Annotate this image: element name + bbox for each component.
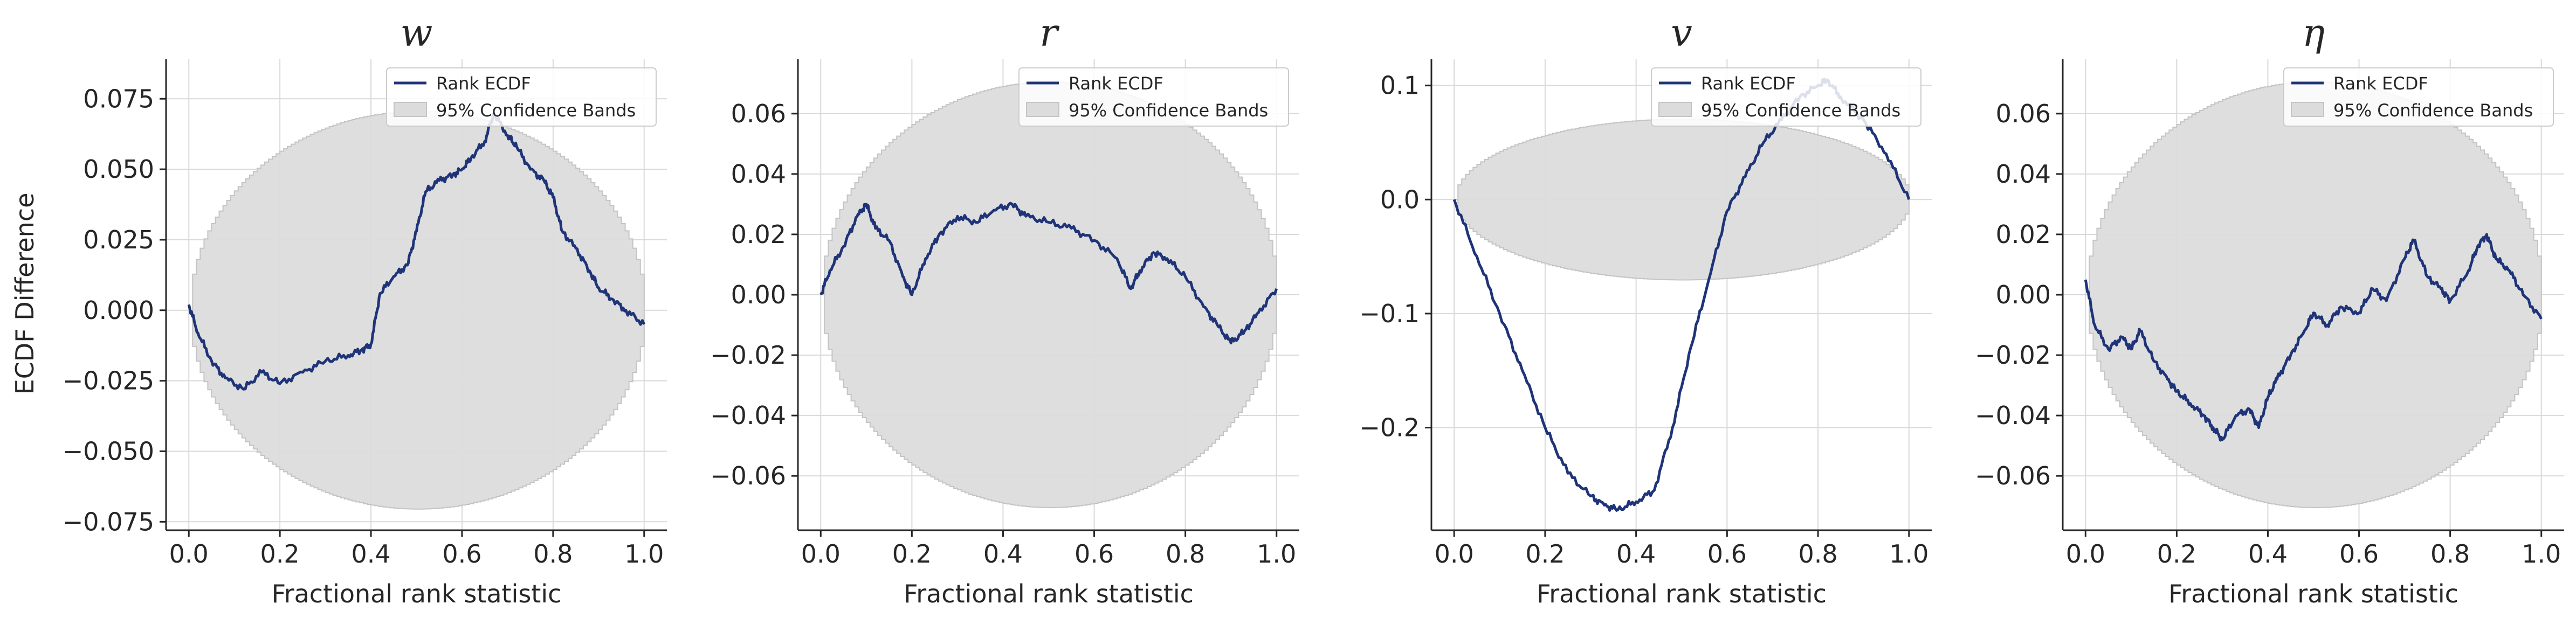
y-tick-label: −0.1 (1359, 299, 1420, 328)
legend-box (2283, 67, 2554, 127)
y-tick-label: 0.06 (731, 99, 786, 128)
x-tick-label: 0.4 (983, 539, 1023, 568)
legend-label-rank-ecdf: Rank ECDF (436, 73, 531, 94)
x-tick-label: 0.6 (2339, 539, 2379, 568)
y-tick-label: −0.050 (63, 436, 154, 466)
legend-label-confidence-bands: 95% Confidence Bands (436, 100, 636, 121)
x-tick-label: 1.0 (624, 539, 664, 568)
legend: Rank ECDF 95% Confidence Bands (2283, 67, 2554, 127)
y-tick-label: −0.04 (710, 401, 786, 430)
y-tick-label: 0.0 (1380, 185, 1420, 214)
y-tick-label: 0.00 (731, 280, 786, 309)
series-line-rank-ecdf (187, 111, 646, 391)
x-tick-label: 0.2 (260, 539, 300, 568)
chart-panel-2: 0.0 0.2 0.4 0.6 0.8 1.0 −0.06 −0.04 −0.02 0.00 0.0… (710, 11, 1299, 608)
y-tick-label: 0.050 (83, 155, 154, 184)
y-tick-label: 0.02 (1996, 220, 2051, 249)
x-tick-label: 0.2 (1525, 539, 1565, 568)
y-tick-label: −0.075 (63, 507, 154, 536)
x-axis-label: Fractional rank statistic (904, 579, 1194, 608)
chart-panel-1: 0.0 0.2 0.4 0.6 0.8 1.0 −0.075 −0.050 −0.025 0.00… (63, 11, 667, 608)
legend-box (1018, 67, 1289, 127)
x-tick-label: 0.0 (1435, 539, 1474, 568)
legend-box (1651, 67, 1921, 127)
y-tick-label: 0.000 (83, 296, 154, 325)
panel-title: w (401, 11, 433, 55)
y-tick-label: 0.02 (731, 220, 786, 249)
chart-panel-3: 0.0 0.2 0.4 0.6 0.8 1.0 −0.2 −0.1 0.0 0.1 v Fractio… (1359, 11, 1932, 608)
legend-box (386, 67, 657, 127)
legend-label-confidence-bands: 95% Confidence Bands (2333, 100, 2533, 121)
x-tick-label: 0.0 (2066, 539, 2105, 568)
series-line-rank-ecdf (819, 202, 1278, 345)
chart-panel-4: 0.0 0.2 0.4 0.6 0.8 1.0 −0.06 −0.04 −0.02 0.00 0.0… (1975, 11, 2564, 608)
legend-label-rank-ecdf: Rank ECDF (1701, 73, 1796, 94)
x-tick-label: 1.0 (1257, 539, 1296, 568)
y-tick-label: −0.04 (1975, 401, 2051, 430)
y-tick-label: 0.1 (1380, 71, 1420, 100)
series-line-rank-ecdf (2084, 233, 2543, 442)
legend-label-rank-ecdf: Rank ECDF (1069, 73, 1163, 94)
panel-title: η (2302, 11, 2325, 55)
x-tick-label: 0.2 (892, 539, 932, 568)
x-tick-label: 0.4 (1616, 539, 1656, 568)
confidence-band (1454, 119, 1910, 281)
legend: Rank ECDF 95% Confidence Bands (386, 67, 657, 127)
x-tick-label: 0.6 (1075, 539, 1114, 568)
y-tick-label: 0.04 (1996, 160, 2051, 189)
y-tick-label: 0.025 (83, 225, 154, 254)
legend: Rank ECDF 95% Confidence Bands (1018, 67, 1289, 127)
legend: Rank ECDF 95% Confidence Bands (1651, 67, 1921, 127)
x-axis-label: Fractional rank statistic (2168, 579, 2458, 608)
legend-label-confidence-bands: 95% Confidence Bands (1069, 100, 1268, 121)
x-axis-label: Fractional rank statistic (272, 579, 562, 608)
y-tick-label: 0.00 (1996, 280, 2051, 309)
confidence-band (2085, 81, 2542, 508)
shared-y-axis-label: ECDF Difference (10, 193, 39, 395)
legend-band-swatch (1658, 102, 1692, 117)
confidence-band (189, 110, 645, 510)
y-tick-label: −0.2 (1359, 413, 1420, 442)
x-axis-label: Fractional rank statistic (1537, 579, 1827, 608)
y-tick-label: 0.075 (83, 84, 154, 113)
y-tick-label: −0.06 (1975, 461, 2051, 490)
y-tick-label: −0.025 (63, 366, 154, 396)
x-tick-label: 1.0 (1889, 539, 1928, 568)
confidence-band (821, 81, 1277, 508)
x-tick-label: 0.2 (2157, 539, 2196, 568)
x-tick-label: 0.4 (351, 539, 390, 568)
x-tick-label: 0.0 (801, 539, 841, 568)
x-tick-label: 0.6 (442, 539, 481, 568)
y-tick-label: −0.06 (710, 461, 786, 490)
x-tick-label: 0.8 (533, 539, 573, 568)
x-tick-label: 1.0 (2522, 539, 2561, 568)
y-tick-label: 0.06 (1996, 99, 2051, 128)
x-tick-label: 0.8 (1799, 539, 1838, 568)
x-tick-label: 0.8 (2430, 539, 2470, 568)
x-tick-label: 0.8 (1166, 539, 1205, 568)
panel-title: v (1671, 11, 1692, 55)
y-tick-label: −0.02 (1975, 341, 2051, 370)
x-tick-label: 0.6 (1707, 539, 1747, 568)
legend-label-confidence-bands: 95% Confidence Bands (1701, 100, 1900, 121)
legend-label-rank-ecdf: Rank ECDF (2333, 73, 2428, 94)
y-tick-label: −0.02 (710, 341, 786, 370)
legend-band-swatch (2291, 102, 2324, 117)
legend-band-swatch (394, 102, 427, 117)
x-tick-label: 0.4 (2248, 539, 2288, 568)
x-tick-label: 0.0 (169, 539, 209, 568)
legend-band-swatch (1026, 102, 1059, 117)
y-tick-label: 0.04 (731, 160, 786, 189)
panel-title: r (1039, 11, 1059, 55)
